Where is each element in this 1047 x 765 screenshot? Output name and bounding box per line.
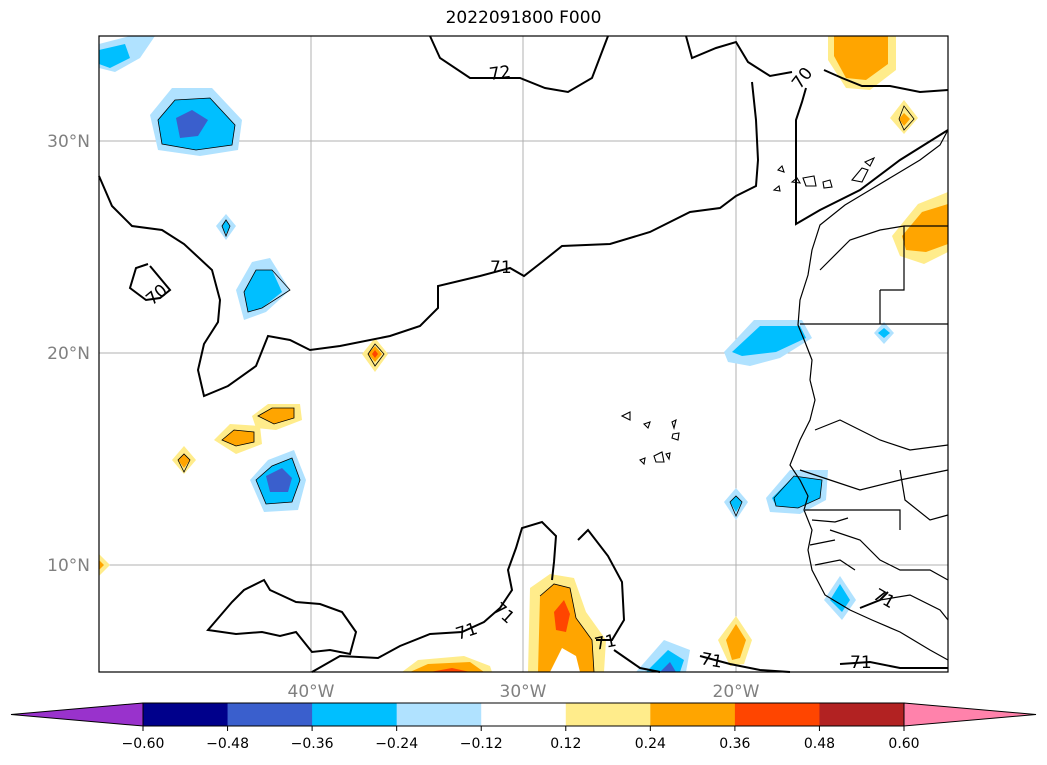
islands — [620, 156, 876, 466]
colorbar-tick-label: −0.24 — [375, 736, 418, 752]
colorbar-tick-label: −0.48 — [206, 736, 249, 752]
contour-label: 71 — [699, 649, 724, 672]
colorbar-tick-label: −0.12 — [460, 736, 503, 752]
colorbar-segment — [819, 703, 905, 726]
colorbar-segment — [734, 703, 820, 726]
colorbar-tick-label: 0.36 — [719, 736, 750, 752]
contour-label: 71 — [870, 585, 899, 613]
lat-label-10n: 10°N — [47, 556, 90, 576]
lat-label-20n: 20°N — [47, 344, 90, 364]
colorbar-outline — [142, 702, 905, 727]
colorbar-segment — [396, 703, 482, 726]
contour-label: 71 — [850, 653, 872, 673]
colorbar-segment — [565, 703, 651, 726]
contour-label: 71 — [593, 631, 618, 655]
map-frame — [98, 35, 949, 673]
colorbar-extend-high — [903, 702, 1037, 727]
colorbar: −0.60 −0.48 −0.36 −0.24 −0.12 0.12 0.24 0.36 0.4… — [10, 702, 1037, 752]
contour-label: 71 — [489, 599, 518, 628]
colorbar-segment — [312, 703, 398, 726]
colorbar-tick-label: 0.12 — [550, 736, 581, 752]
contour-label: 70 — [142, 281, 171, 310]
coastlines — [789, 129, 949, 661]
colorbar-segment — [143, 703, 229, 726]
sst-isolines — [98, 35, 949, 673]
lon-axis-labels: 40°W 30°W 20°W — [288, 682, 760, 702]
lon-label-20w: 20°W — [713, 682, 760, 702]
colorbar-tick-label: −0.60 — [122, 736, 165, 752]
colorbar-extend-low — [10, 702, 144, 727]
colorbar-tick-label: 0.24 — [635, 736, 666, 752]
lat-label-30n: 30°N — [47, 132, 90, 152]
contour-label: 72 — [488, 62, 512, 85]
map-title: 2022091800 F000 — [445, 8, 602, 28]
lat-axis-labels: 30°N 20°N 10°N — [47, 132, 90, 576]
contour-labels: 72 70 71 70 71 71 71 71 71 71 — [142, 62, 898, 673]
anomaly-outlines — [157, 97, 915, 673]
contour-label: 70 — [788, 64, 817, 93]
colorbar-segment — [650, 703, 736, 726]
contour-label: 71 — [453, 619, 480, 645]
filled-anomaly-contours — [99, 36, 948, 672]
contour-label: 71 — [490, 258, 512, 278]
lon-label-30w: 30°W — [500, 682, 547, 702]
colorbar-segment — [481, 703, 567, 726]
colorbar-tick-label: 0.60 — [888, 736, 919, 752]
colorbar-tick-label: −0.36 — [291, 736, 334, 752]
lon-label-40w: 40°W — [288, 682, 335, 702]
colorbar-tick-label: 0.48 — [804, 736, 835, 752]
gridlines — [99, 36, 948, 672]
colorbar-segment — [227, 703, 313, 726]
